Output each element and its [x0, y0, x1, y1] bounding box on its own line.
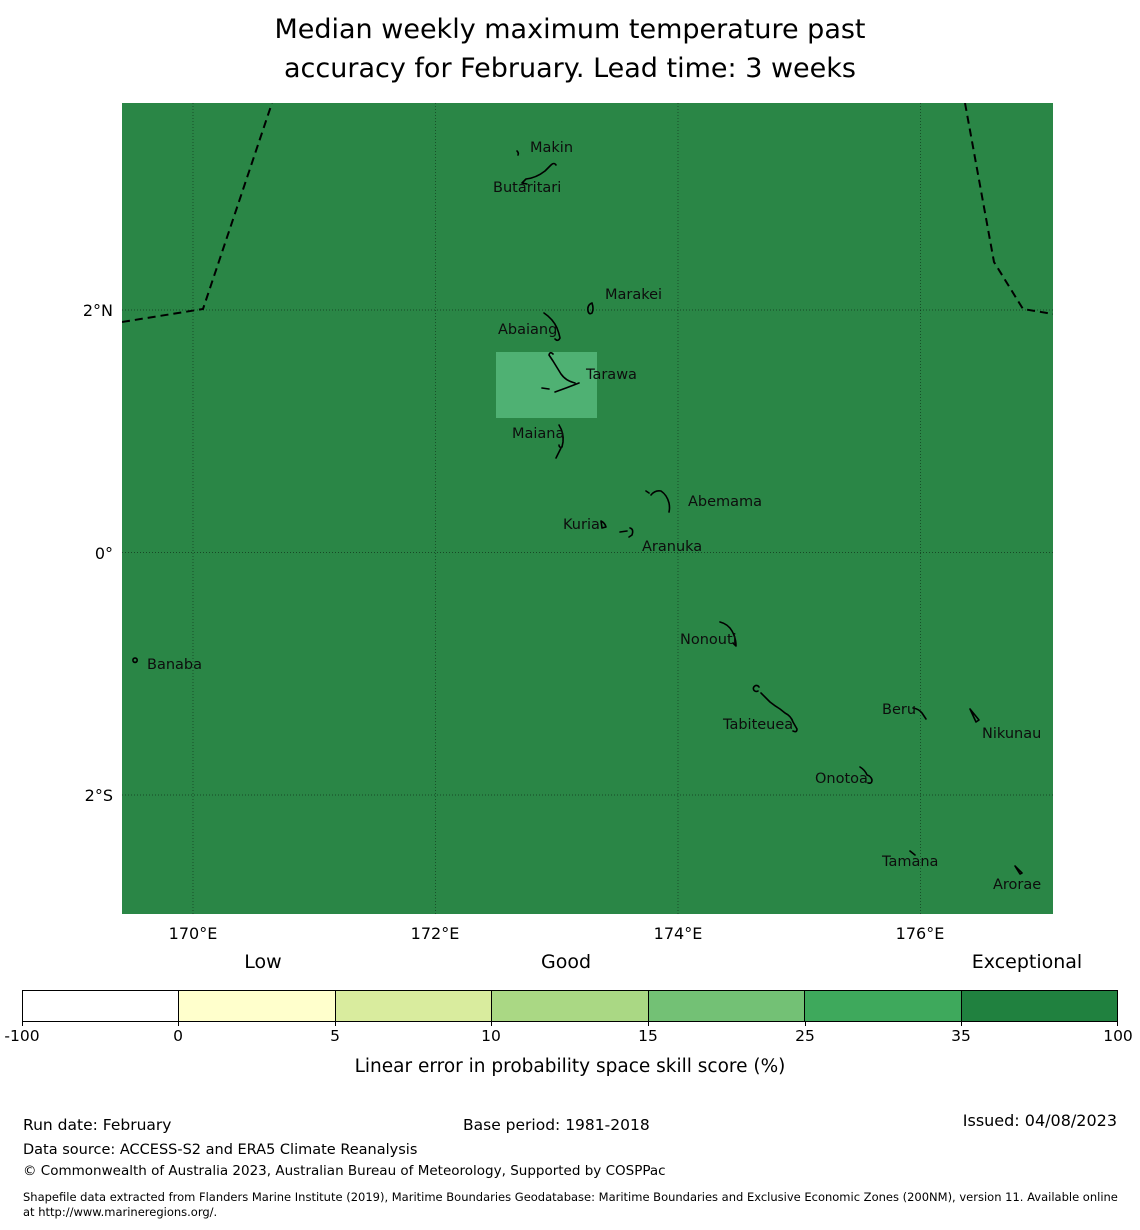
colorbar-tick-label: -100	[4, 1027, 40, 1045]
colorbar-tick	[1117, 1022, 1118, 1026]
island-label-nonouti: Nonouti	[680, 632, 737, 648]
x-tick-label-174e: 174°E	[653, 924, 703, 943]
colorbar-tick-label: 15	[638, 1027, 658, 1045]
graticule-gridlines	[122, 103, 1053, 914]
eez-boundary-top-right	[964, 103, 1053, 315]
island-label-banaba: Banaba	[147, 657, 202, 673]
x-tick-label-170e: 170°E	[168, 924, 218, 943]
island-shape-beru	[912, 707, 927, 720]
island-label-kuria: Kuria	[563, 517, 600, 533]
colorbar-caption: Linear error in probability space skill …	[354, 1056, 786, 1077]
chart-title-line1: Median weekly maximum temperature past	[274, 14, 866, 45]
colorbar-segment-2	[179, 991, 336, 1021]
island-label-abaiang: Abaiang	[498, 322, 558, 338]
island-label-onotoa: Onotoa	[815, 771, 868, 787]
island-shape-arorae	[1014, 865, 1023, 875]
eez-boundary-dashed-lines	[122, 103, 1053, 323]
footer-copyright: © Commonwealth of Australia 2023, Austra…	[23, 1163, 666, 1179]
island-shape-nonouti	[719, 621, 737, 647]
island-label-maiana: Maiana	[512, 426, 565, 442]
island-shape-onotoa	[859, 766, 873, 784]
legend-label-exceptional: Exceptional	[971, 951, 1083, 973]
colorbar-tick	[648, 1022, 649, 1026]
colorbar-segment-6	[805, 991, 962, 1021]
island-label-abemama: Abemama	[688, 494, 763, 510]
footer-data-source: Data source: ACCESS-S2 and ERA5 Climate …	[23, 1142, 418, 1158]
island-shape-tarawa	[541, 351, 580, 393]
island-shape-abaiang	[543, 312, 561, 342]
colorbar-segment-4	[492, 991, 649, 1021]
footer-base-period: Base period: 1981-2018	[463, 1116, 650, 1134]
y-tick-label-0: 0°	[94, 544, 113, 563]
map-overlay-graphics	[122, 103, 1053, 914]
chart-title: Median weekly maximum temperature past a…	[0, 10, 1140, 88]
island-label-aranuka: Aranuka	[642, 539, 703, 555]
island-shape-nikunau	[969, 708, 980, 723]
legend-label-low: Low	[244, 951, 282, 973]
island-label-nikunau: Nikunau	[982, 726, 1042, 742]
colorbar-tick	[491, 1022, 492, 1026]
island-shape-tabiteuea	[752, 684, 798, 733]
island-label-tabiteuea: Tabiteuea	[723, 717, 794, 733]
island-shape-abemama	[645, 490, 671, 513]
colorbar-tick	[22, 1022, 23, 1026]
island-label-makin: Makin	[530, 140, 574, 156]
colorbar-tick-label: 25	[795, 1027, 815, 1045]
chart-title-line2: accuracy for February. Lead time: 3 week…	[284, 53, 856, 84]
island-outlines	[132, 150, 1023, 875]
colorbar-tick-label: 0	[173, 1027, 183, 1045]
footer-shapefile-note: Shapefile data extracted from Flanders M…	[23, 1190, 1118, 1219]
colorbar-tick-label: 100	[1103, 1027, 1133, 1045]
island-shape-kuria	[600, 520, 607, 529]
map-panel: Makin Butaritari Marakei Abaiang Tarawa …	[122, 103, 1053, 914]
island-shape-banaba	[132, 657, 139, 664]
tarawa-highlight-cell	[496, 352, 597, 418]
footer-run-date: Run date: February	[23, 1116, 172, 1134]
island-label-beru: Beru	[882, 702, 917, 718]
legend-label-good: Good	[540, 951, 592, 973]
y-tick-label-2n: 2°N	[82, 301, 113, 320]
colorbar-tick	[178, 1022, 179, 1026]
x-tick-label-176e: 176°E	[895, 924, 945, 943]
colorbar	[22, 990, 1118, 1022]
island-label-arorae: Arorae	[993, 877, 1042, 893]
colorbar-tick-label: 10	[481, 1027, 501, 1045]
island-shape-aranuka	[619, 527, 634, 538]
colorbar-tick	[805, 1022, 806, 1026]
y-tick-label-2s: 2°S	[84, 786, 113, 805]
colorbar-segment-7	[961, 991, 1117, 1021]
colorbar-tick-label: 5	[330, 1027, 340, 1045]
colorbar-segment-5	[648, 991, 806, 1021]
island-shape-makin	[516, 150, 520, 156]
colorbar-segment-3	[335, 991, 493, 1021]
island-shape-maiana	[555, 424, 564, 459]
colorbar-tick	[335, 1022, 336, 1026]
x-tick-label-172e: 172°E	[410, 924, 460, 943]
island-shape-tamana	[909, 850, 916, 856]
island-label-tamana: Tamana	[882, 854, 939, 870]
footer-issued: Issued: 04/08/2023	[962, 1111, 1117, 1130]
colorbar-tick-label: 35	[951, 1027, 971, 1045]
colorbar-segment-1	[23, 991, 180, 1021]
island-shape-butaritari	[521, 162, 557, 185]
island-shape-marakei	[587, 302, 594, 315]
eez-boundary-top-left	[122, 103, 273, 323]
colorbar-tick	[961, 1022, 962, 1026]
island-label-tarawa: Tarawa	[586, 367, 637, 383]
island-label-marakei: Marakei	[605, 287, 663, 303]
island-label-butaritari: Butaritari	[493, 180, 562, 196]
